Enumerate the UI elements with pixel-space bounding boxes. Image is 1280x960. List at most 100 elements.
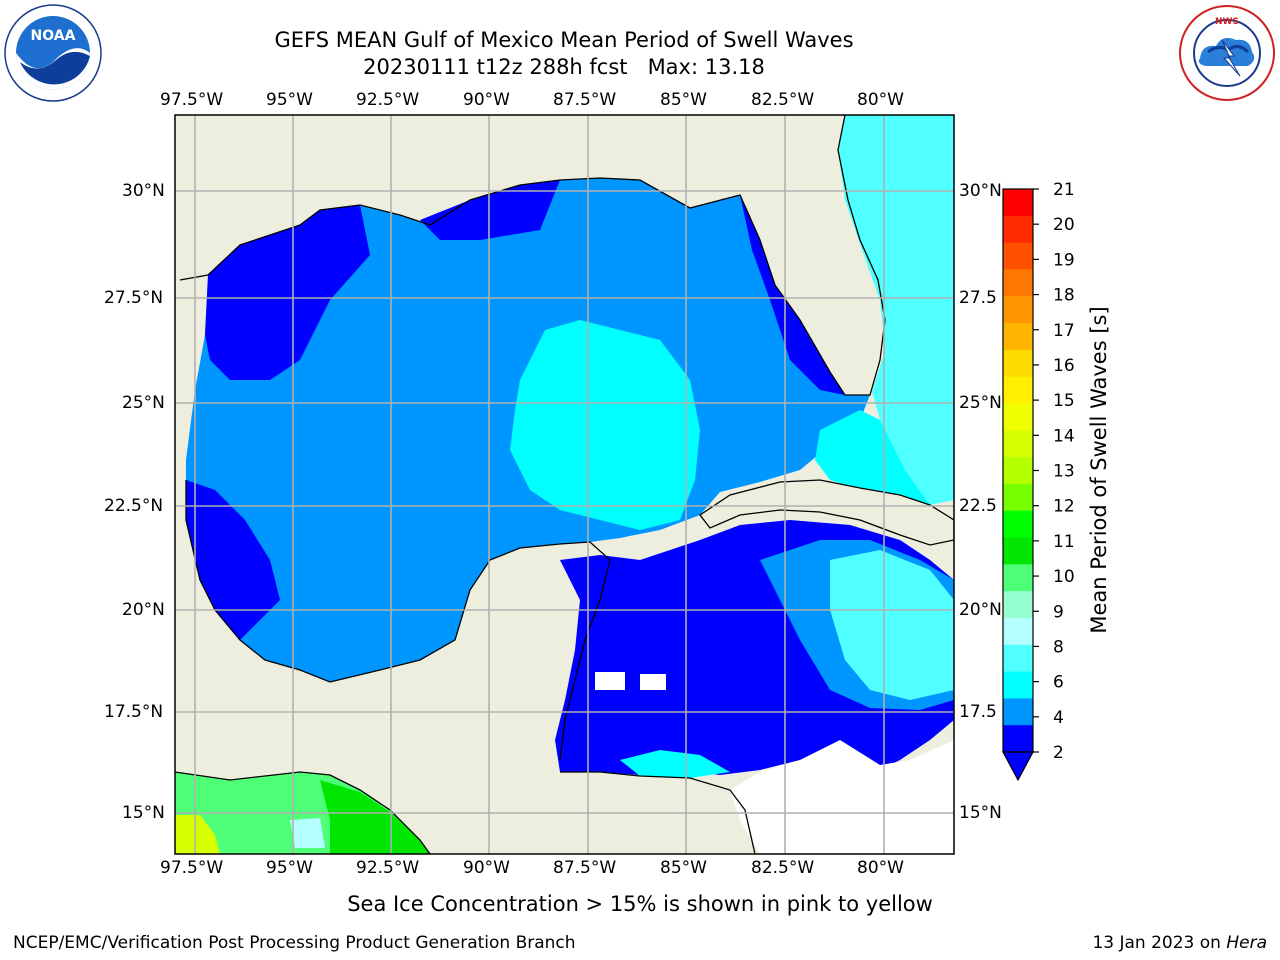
colorbar-swatch (1003, 215, 1033, 244)
colorbar-tick-label: 21 (1053, 180, 1075, 200)
colorbar-under-arrow (1001, 751, 1035, 782)
lat-tick-right: 22.5 (959, 496, 997, 516)
lat-tick-right: 27.5 (959, 288, 997, 308)
lat-tick-left: 22.5°N (104, 496, 164, 516)
colorbar-tick-label: 13 (1053, 462, 1075, 482)
lon-tick-bottom: 97.5°W (160, 858, 224, 878)
nodata-area (730, 740, 954, 854)
short-period-zone-nw (205, 205, 370, 380)
lat-tick-left: 25°N (122, 393, 165, 413)
colorbar-swatch (1003, 403, 1033, 431)
max-value-label: Max: 13.18 (647, 55, 765, 79)
lat-tick-left: 30°N (122, 181, 165, 201)
sea-ice-note: Sea Ice Concentration > 15% is shown in … (347, 892, 933, 916)
lon-tick-top: 97.5°W (160, 90, 224, 110)
lon-tick-top: 87.5°W (553, 90, 617, 110)
lat-tick-right: 25°N (959, 393, 1002, 413)
colorbar-tick-label: 17 (1053, 321, 1075, 341)
colorbar-swatch (1003, 242, 1033, 270)
colorbar: 21 20 19 18 17 16 15 14 13 12 11 10 9 8 6 4 2 (1001, 180, 1075, 782)
lat-tick-right: 30°N (959, 181, 1002, 201)
colorbar-swatch (1003, 698, 1033, 726)
colorbar-swatch (1003, 671, 1033, 699)
colorbar-swatch (1003, 564, 1033, 592)
colorbar-swatch (1003, 296, 1033, 324)
lon-tick-bottom: 85°W (660, 858, 707, 878)
lat-tick-left: 17.5°N (104, 702, 164, 722)
colorbar-tick-label: 16 (1053, 356, 1075, 376)
credit-text: NCEP/EMC/Verification Post Processing Pr… (13, 933, 576, 953)
coastline-north (179, 115, 886, 396)
lon-tick-bottom: 87.5°W (553, 858, 617, 878)
colorbar-swatch (1003, 269, 1033, 297)
coastline-mexico (185, 480, 611, 761)
date-text: 13 Jan 2023 on (1092, 933, 1221, 953)
machine-name: Hera (1226, 933, 1267, 953)
lon-tick-top: 85°W (660, 90, 707, 110)
chart-title: GEFS MEAN Gulf of Mexico Mean Period of … (274, 28, 854, 52)
colorbar-tick-label: 2 (1053, 743, 1064, 763)
map-gridlines (175, 115, 954, 854)
colorbar-swatch (1003, 591, 1033, 619)
date-stamp: 13 Jan 2023 on Hera (1092, 933, 1267, 953)
colorbar-tick-label: 12 (1053, 497, 1075, 517)
colorbar-tick-label: 18 (1053, 286, 1075, 306)
colorbar-tick-label: 6 (1053, 673, 1064, 693)
chart-subtitle: 20230111 t12z 288h fcst Max: 13.18 (0, 55, 1128, 80)
forecast-run-label: 20230111 t12z 288h fcst (363, 55, 628, 79)
short-period-zone-w (186, 480, 280, 640)
central-swell-core (510, 320, 700, 530)
colorbar-swatch (1003, 483, 1033, 512)
cuba-landmass (699, 479, 954, 546)
pacific-longest-period (175, 815, 220, 854)
coastline-central-america (560, 771, 756, 854)
caribbean-long-period (830, 550, 954, 700)
noaa-logo-icon: NOAA (4, 4, 102, 102)
colorbar-swatch (1003, 349, 1033, 378)
lon-tick-bottom: 90°W (463, 858, 510, 878)
lon-tick-top: 90°W (463, 90, 510, 110)
colorbar-swatch (1003, 537, 1033, 565)
colorbar-tick-label: 8 (1053, 637, 1064, 657)
colorbar-swatch (1003, 430, 1033, 458)
noaa-logo-text: NOAA (31, 28, 76, 44)
lon-tick-bottom: 82.5°W (751, 858, 815, 878)
colorbar-tick-label: 9 (1053, 602, 1064, 622)
honduras-coastal-swell (620, 750, 730, 778)
lat-tick-left: 20°N (122, 600, 165, 620)
florida-straits-swell (815, 410, 930, 505)
lon-tick-top: 95°W (266, 90, 313, 110)
lon-tick-top: 92.5°W (356, 90, 420, 110)
lat-tick-right: 20°N (959, 600, 1002, 620)
nws-logo-icon: NWS (1179, 5, 1275, 101)
nodata-patch (640, 674, 666, 690)
coastline-pacific (175, 771, 431, 854)
map-frame (174, 114, 955, 855)
colorbar-swatch (1003, 725, 1033, 753)
short-period-zone-ne (740, 195, 845, 395)
lon-tick-top: 82.5°W (751, 90, 815, 110)
colorbar-tick-label: 15 (1053, 391, 1075, 411)
colorbar-tick-label: 11 (1053, 532, 1075, 552)
colorbar-tick-label: 10 (1053, 567, 1075, 587)
colorbar-swatch (1003, 510, 1033, 539)
atlantic-swell-field (838, 115, 954, 505)
svg-text:NWS: NWS (1215, 17, 1239, 27)
lat-tick-left: 27.5°N (104, 288, 164, 308)
colorbar-swatch (1003, 189, 1033, 217)
colorbar-swatch (1003, 644, 1033, 673)
lon-tick-bottom: 80°W (857, 858, 904, 878)
colorbar-swatch (1003, 323, 1033, 351)
pacific-patch (290, 818, 325, 848)
colorbar-swatch (1003, 376, 1033, 404)
colorbar-label: Mean Period of Swell Waves [s] (1087, 306, 1111, 633)
short-period-zone-n (420, 180, 560, 240)
pacific-longer-period (320, 780, 430, 854)
colorbar-swatch (1003, 457, 1033, 485)
lon-tick-bottom: 92.5°W (356, 858, 420, 878)
colorbar-tick-label: 19 (1053, 250, 1075, 270)
colorbar-swatch (1003, 617, 1033, 646)
colorbar-tick-label: 14 (1053, 426, 1075, 446)
lat-tick-right: 17.5 (959, 702, 997, 722)
colorbar-tick-label: 20 (1053, 215, 1075, 235)
